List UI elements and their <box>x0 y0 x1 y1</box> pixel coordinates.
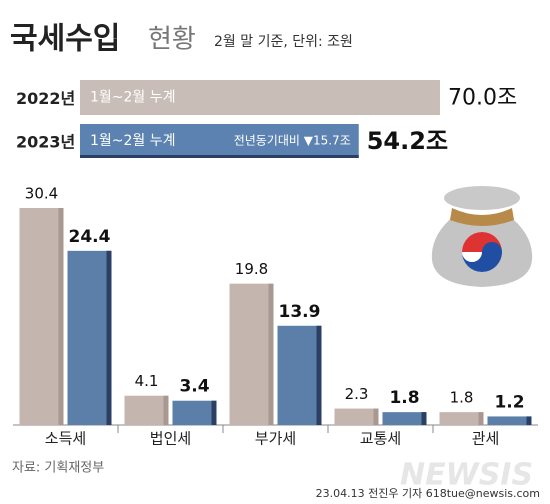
bar-side <box>421 412 427 425</box>
category-label: 관세 <box>472 430 500 448</box>
category-label: 소득세 <box>45 430 86 448</box>
title: 국세수입 <box>10 22 120 57</box>
bar-label: 1월~2월 누계 <box>90 133 176 149</box>
value-label: 19.8 <box>235 260 268 278</box>
bar-edge <box>80 155 359 158</box>
bar-side <box>106 250 112 425</box>
value-label: 54.2조 <box>367 127 448 155</box>
bar-side <box>268 283 274 425</box>
bar-side <box>58 208 64 425</box>
bar <box>334 408 379 425</box>
bar-side <box>373 408 379 425</box>
annotation: 전년동기대비 ▼15.7조 <box>234 134 351 148</box>
value-label: 13.9 <box>279 302 321 322</box>
note: 2월 말 기준, 단위: 조원 <box>214 34 353 50</box>
value-label: 30.4 <box>25 185 58 203</box>
row-label: 2022년 <box>16 89 75 108</box>
bar-side <box>526 416 532 425</box>
credit: 23.04.13 전진우 기자 618tue@newsis.com <box>316 487 540 500</box>
bar <box>19 208 64 425</box>
bar <box>229 283 274 425</box>
bar <box>124 395 169 425</box>
bar <box>487 416 532 425</box>
bar <box>439 412 484 425</box>
bar <box>67 250 112 425</box>
value-label: 3.4 <box>179 377 209 397</box>
value-label: 2.3 <box>345 385 369 403</box>
source: 자료: 기획재정부 <box>12 461 104 476</box>
value-label: 24.4 <box>69 227 111 247</box>
bar-side <box>163 395 169 425</box>
watermark: NEWSIS <box>400 458 533 493</box>
bar-label: 1월~2월 누계 <box>90 90 176 106</box>
bar <box>80 80 440 115</box>
value-label: 1.8 <box>389 388 419 408</box>
bar-side <box>211 400 217 425</box>
money-bag-icon <box>431 186 533 287</box>
bar-side <box>316 325 322 425</box>
value-label: 70.0조 <box>448 86 517 111</box>
value-label: 4.1 <box>135 372 159 390</box>
subtitle: 현황 <box>148 25 196 55</box>
value-label: 1.2 <box>494 392 524 412</box>
bar-side <box>478 412 484 425</box>
category-label: 법인세 <box>150 430 191 448</box>
row-label: 2023년 <box>16 133 75 152</box>
category-label: 부가세 <box>255 430 296 448</box>
value-label: 1.8 <box>450 389 474 407</box>
category-label: 교통세 <box>360 430 401 448</box>
bar <box>172 400 217 425</box>
bar <box>277 325 322 425</box>
bar <box>80 124 359 158</box>
bar <box>382 412 427 425</box>
